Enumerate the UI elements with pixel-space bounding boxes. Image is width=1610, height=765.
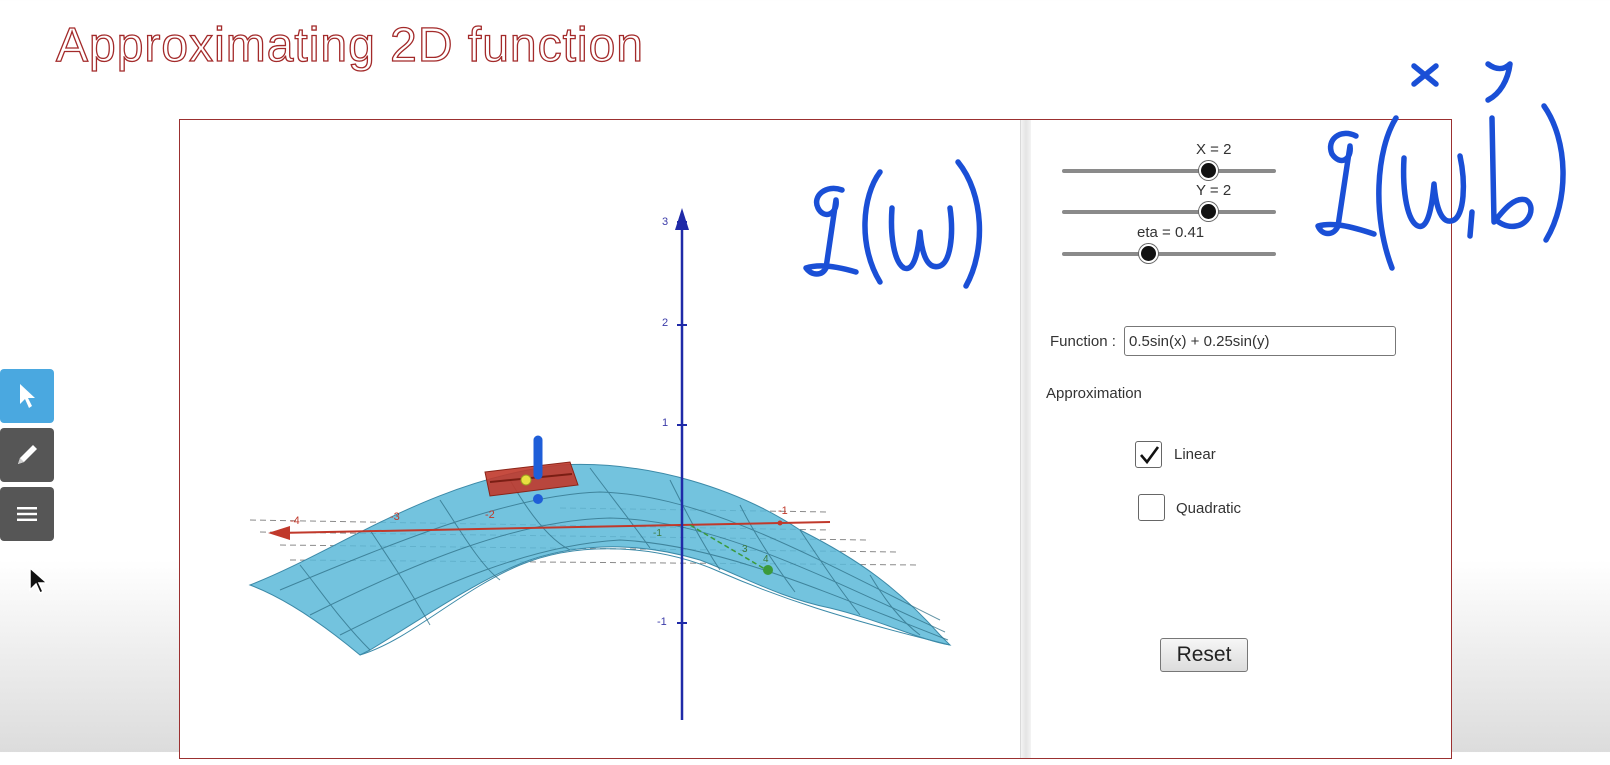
tool-palette [0,369,54,546]
y-slider-label: Y = 2 [1196,182,1232,199]
y-tick-label: 3 [742,544,748,555]
mouse-pointer-icon [29,566,49,595]
y-tick-label: 4 [763,554,769,565]
move-tool-button[interactable] [0,369,54,423]
z-tick-label: 1 [662,417,668,429]
z-tick-label: 2 [662,317,668,329]
current-point [533,494,543,504]
reset-button[interactable]: Reset [1160,638,1248,672]
z-tick-label: -1 [657,616,667,628]
panel-divider[interactable] [1020,120,1031,758]
approximation-label: Approximation [1046,385,1142,402]
graphics-3d-view[interactable]: -4 -3 -2 -1 -1 3 4 3 [180,120,1020,758]
x-slider-label: X = 2 [1196,141,1232,158]
x-slider-track[interactable] [1062,169,1276,173]
y-tick-label: -1 [653,528,662,539]
controls-panel: X = 2 Y = 2 eta = 0.41 Function : Approx… [1030,120,1451,758]
quadratic-label: Quadratic [1176,500,1242,517]
y-slider-thumb[interactable] [1199,202,1218,221]
eta-slider-track[interactable] [1062,252,1276,256]
eta-slider-label: eta = 0.41 [1137,224,1205,241]
x-tick-label: -2 [485,509,495,521]
linear-checkbox[interactable] [1135,441,1162,468]
quadratic-checkbox[interactable] [1138,494,1165,521]
x-tick-label: -4 [290,515,300,527]
x-tick-label: -1 [778,505,788,517]
function-input[interactable] [1124,326,1396,356]
menu-tool-button[interactable] [0,487,54,541]
pen-icon [18,445,37,464]
arrow-cursor-icon [20,384,35,408]
eta-slider-thumb[interactable] [1139,244,1158,263]
y-slider-track[interactable] [1062,210,1276,214]
checkmark-icon [1139,445,1159,464]
linear-label: Linear [1174,446,1216,463]
page-title: Approximating 2D function [55,18,644,72]
pen-tool-button[interactable] [0,428,54,482]
function-label: Function : [1050,333,1116,350]
x-slider-thumb[interactable] [1199,161,1218,180]
x-tick-label: -3 [390,511,400,523]
z-tick-label: 3 [662,216,668,228]
hamburger-menu-icon [17,507,37,521]
applet-frame: -4 -3 -2 -1 -1 3 4 3 [179,119,1452,759]
graphics-3d-canvas: -4 -3 -2 -1 -1 3 4 3 [248,208,952,720]
